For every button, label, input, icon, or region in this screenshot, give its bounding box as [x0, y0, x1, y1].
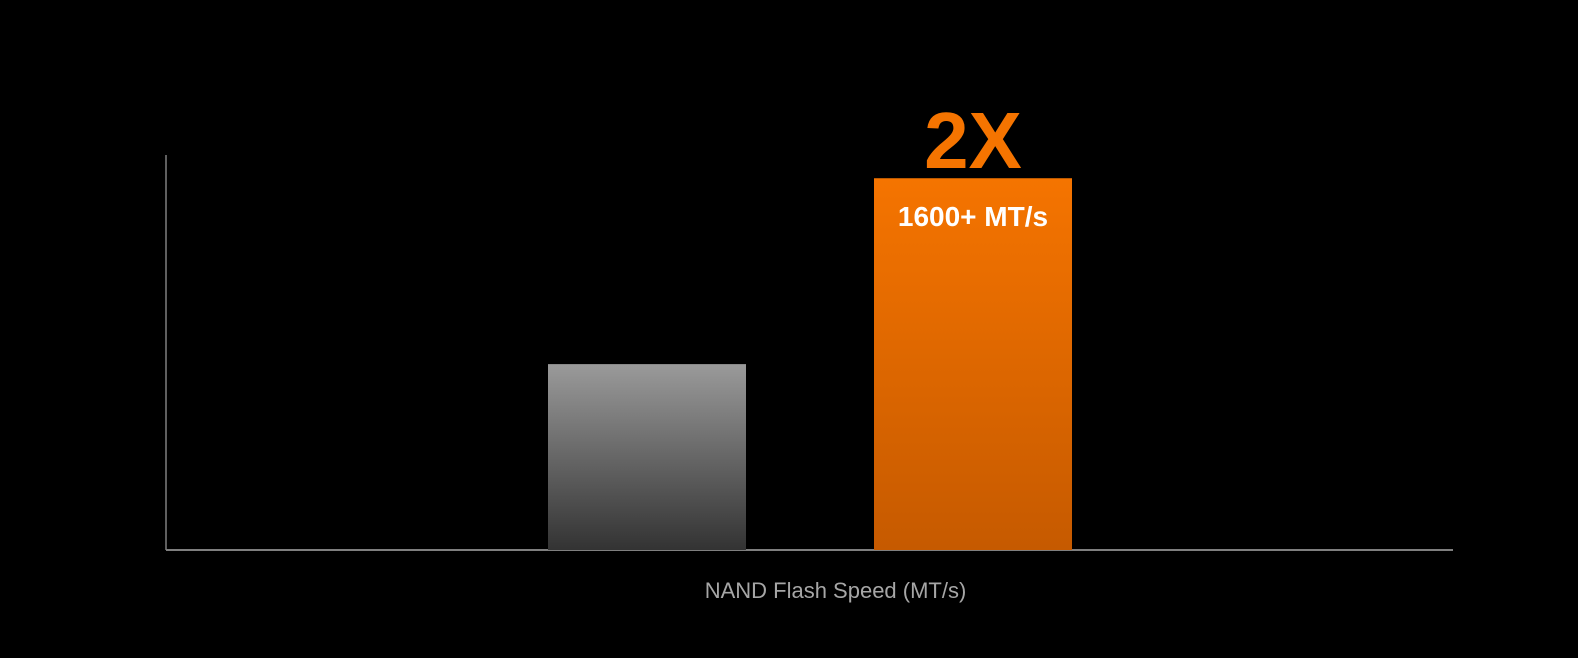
x-axis-label: NAND Flash Speed (MT/s)	[705, 578, 967, 603]
bar-1	[548, 364, 746, 550]
bar-annotation: 2X	[924, 96, 1022, 185]
bar-2-data-label: 1600+ MT/s	[898, 201, 1048, 232]
bar-2	[874, 178, 1072, 550]
bars-group: 1600+ MT/s 2X	[548, 96, 1072, 550]
